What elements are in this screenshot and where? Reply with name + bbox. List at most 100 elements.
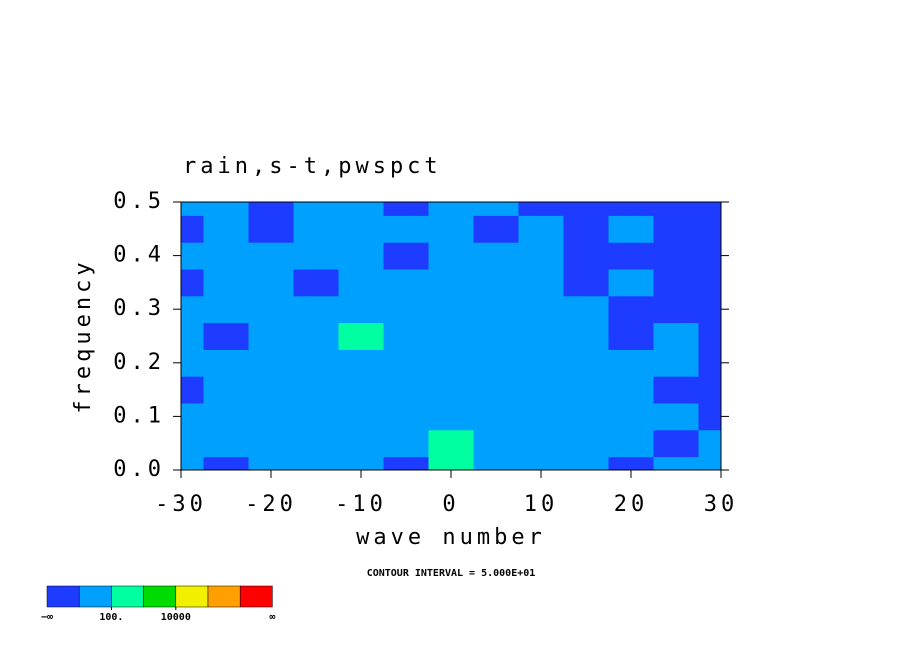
field-cell — [338, 456, 384, 471]
field-cell — [563, 322, 609, 350]
field-cell — [181, 429, 204, 458]
field-cell — [698, 202, 722, 216]
field-cell — [608, 202, 654, 216]
field-cell — [203, 403, 249, 431]
x-tick-label: 20 — [614, 492, 649, 517]
y-tick-label: 0.4 — [113, 243, 165, 268]
y-tick-label: 0.0 — [113, 457, 165, 482]
field-cell — [653, 242, 699, 270]
field-cell — [428, 322, 474, 350]
field-cell — [563, 202, 609, 216]
field-cell — [383, 429, 429, 458]
colorbar-box — [111, 585, 144, 608]
field-cell — [563, 456, 609, 471]
field-cell — [653, 456, 699, 471]
field-cell — [383, 215, 429, 243]
colorbar-box — [175, 585, 209, 608]
field-cell — [428, 202, 474, 216]
field-cell — [248, 456, 294, 471]
field-cell — [653, 269, 699, 297]
colorbar-box — [143, 585, 177, 608]
field-cell — [203, 242, 249, 270]
field-cell — [383, 242, 429, 270]
y-axis-label: frequency — [71, 258, 96, 413]
field-cell — [248, 269, 294, 297]
field — [181, 202, 722, 471]
field-cell — [293, 429, 339, 458]
field-cell — [248, 202, 294, 216]
field-cell — [518, 202, 564, 216]
field-cell — [473, 215, 519, 243]
field-cell — [383, 376, 429, 404]
field-cell — [293, 349, 339, 377]
field-cell — [428, 349, 474, 377]
x-tick-label: 0 — [442, 492, 459, 517]
chart-title: rain,s-t,pwspct — [183, 154, 442, 179]
x-tick-label: -10 — [335, 492, 387, 517]
field-cell — [518, 295, 564, 324]
field-cell — [698, 269, 722, 297]
field-cell — [653, 202, 699, 216]
y-tick-label: 0.2 — [113, 350, 165, 375]
field-cell — [428, 295, 474, 324]
field-cell — [248, 322, 294, 350]
field-cell — [338, 322, 384, 350]
field-cell — [428, 429, 474, 458]
field-cell — [293, 403, 339, 431]
field-cell — [698, 403, 722, 431]
field-cell — [518, 269, 564, 297]
field-cell — [248, 215, 294, 243]
field-cell — [383, 295, 429, 324]
field-cell — [338, 429, 384, 458]
field-cell — [248, 242, 294, 270]
field-cell — [473, 456, 519, 471]
field-cell — [428, 242, 474, 270]
field-cell — [473, 322, 519, 350]
field-cell — [293, 269, 339, 297]
field-cell — [181, 202, 204, 216]
field-cell — [608, 403, 654, 431]
field-cell — [181, 242, 204, 270]
field-cell — [563, 295, 609, 324]
field-cell — [338, 269, 384, 297]
field-cell — [518, 215, 564, 243]
field-cell — [203, 456, 249, 471]
field-cell — [181, 322, 204, 350]
field-cell — [383, 202, 429, 216]
field-cell — [203, 295, 249, 324]
colorbar-label: ∞ — [269, 612, 275, 623]
field-cell — [563, 376, 609, 404]
field-cell — [181, 295, 204, 324]
y-tick-label: 0.1 — [113, 403, 165, 428]
field-cell — [518, 376, 564, 404]
field-cell — [338, 376, 384, 404]
field-cell — [338, 295, 384, 324]
field-cell — [698, 322, 722, 350]
field-cell — [383, 349, 429, 377]
field-cell — [473, 242, 519, 270]
field-cell — [563, 349, 609, 377]
colorbar-label: 100. — [99, 612, 123, 623]
field-cell — [181, 376, 204, 404]
field-cell — [293, 456, 339, 471]
field-cell — [473, 202, 519, 216]
field-cell — [608, 269, 654, 297]
field-cell — [473, 349, 519, 377]
field-cell — [563, 403, 609, 431]
field-cell — [181, 269, 204, 297]
field-cell — [473, 429, 519, 458]
field-cell — [698, 429, 722, 458]
field-cell — [698, 456, 722, 471]
field-cell — [698, 349, 722, 377]
field-cell — [181, 456, 204, 471]
field-cell — [608, 349, 654, 377]
field-cell — [293, 215, 339, 243]
field-cell — [608, 295, 654, 324]
field-cell — [203, 349, 249, 377]
field-cell — [383, 269, 429, 297]
field-cell — [428, 403, 474, 431]
field-cell — [653, 403, 699, 431]
field-cell — [203, 376, 249, 404]
field-cell — [518, 429, 564, 458]
